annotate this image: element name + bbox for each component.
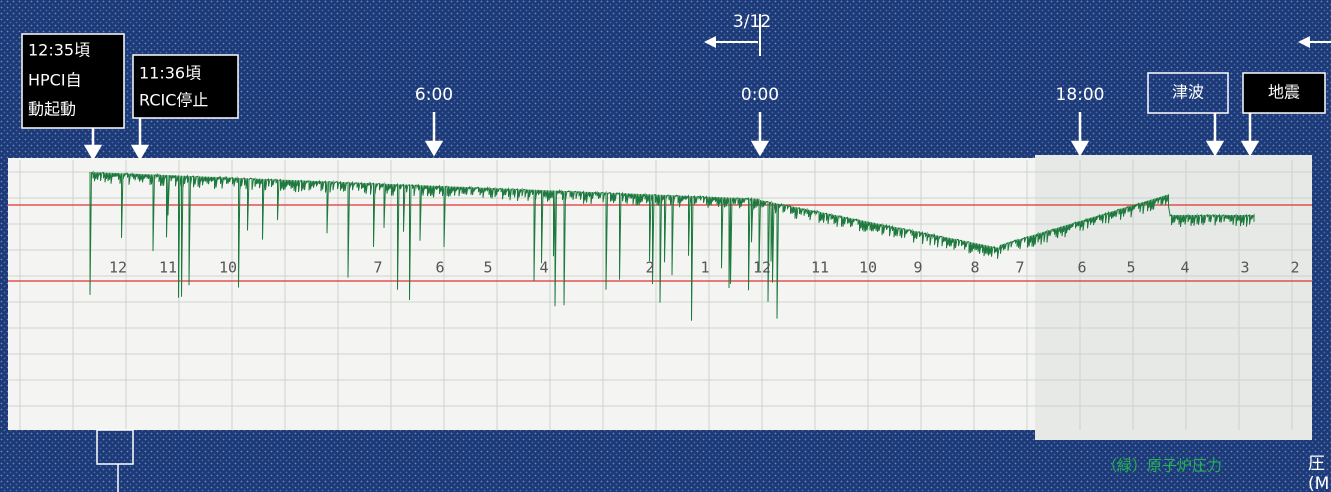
paper-scale: 10 (219, 259, 237, 277)
event-text: 動起動 (28, 100, 76, 119)
paper-scale: 11 (811, 259, 829, 277)
time-label: 0:00 (741, 85, 779, 105)
event-text: 12:35頃 (28, 41, 90, 60)
paper-scale: 10 (859, 259, 877, 277)
event-text: HPCI自 (28, 71, 82, 90)
paper-scale: 7 (373, 259, 382, 277)
time-label: 6:00 (415, 85, 453, 105)
paper-scale: 12 (109, 259, 127, 277)
paper-scale: 5 (1126, 259, 1135, 277)
paper-scale: 11 (159, 259, 177, 277)
paper-scale: 6 (1077, 259, 1086, 277)
axis-note: (M (1308, 474, 1329, 492)
paper-scale: 9 (913, 259, 922, 277)
legend: （緑）原子炉圧力 (1102, 457, 1222, 475)
screenshot: 12 11 10 7 6 5 4 2 1 12 11 10 9 8 7 6 5 4 3 2 3/12 6:00 0:0… (0, 0, 1331, 492)
paper-scale: 12 (753, 259, 771, 277)
paper: 12 11 10 7 6 5 4 2 1 12 11 10 9 8 7 6 5 4 3 2 (8, 155, 1312, 440)
event-text: 津波 (1172, 83, 1204, 102)
paper-scale: 2 (1290, 259, 1299, 277)
paper-scale: 3 (1240, 259, 1249, 277)
paper-scale: 4 (539, 259, 548, 277)
paper-scale: 1 (700, 259, 709, 277)
time-label: 18:00 (1056, 85, 1105, 105)
paper-scale: 7 (1015, 259, 1024, 277)
event-text: 地震 (1268, 83, 1300, 102)
paper-scale: 2 (645, 259, 654, 277)
paper-scale: 5 (483, 259, 492, 277)
paper-scale: 8 (970, 259, 979, 277)
paper-scale: 6 (435, 259, 444, 277)
event-text: RCIC停止 (139, 91, 208, 110)
event-text: 11:36頃 (139, 64, 201, 83)
axis-note: 圧 (1308, 454, 1325, 474)
paper-scale: 4 (1180, 259, 1189, 277)
date-label: 3/12 (733, 12, 771, 32)
